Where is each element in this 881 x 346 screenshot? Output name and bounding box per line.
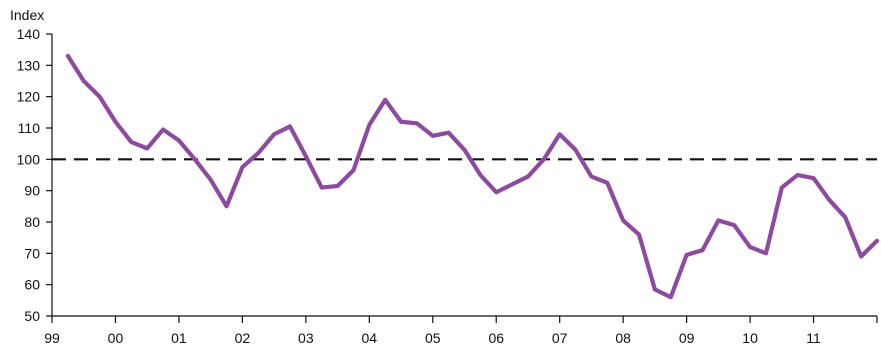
axes-layer [51,34,877,317]
series-layer [65,53,880,300]
y-axis-title: Index [10,7,44,23]
x-tick-label: 07 [552,330,568,346]
x-tick-label: 01 [171,330,187,346]
y-tick-label: 90 [24,183,40,199]
y-tick-label: 50 [24,308,40,324]
series-line-0 [65,53,880,300]
y-tick-label: 110 [18,120,41,136]
x-tick-label: 00 [108,330,124,346]
y-axis: 50 60 70 80 90 100 110 120 130 140 [17,26,52,324]
x-tick-label: 04 [362,330,378,346]
y-tick-label: 70 [24,245,40,261]
y-tick-label: 100 [17,151,41,167]
y-tick-label: 130 [17,57,41,73]
x-tick-label: 09 [679,330,695,346]
y-tick-label: 120 [17,89,41,105]
y-tick-label: 80 [24,214,40,230]
x-axis: 99 00 01 02 03 04 05 06 07 08 09 10 11 [44,316,878,346]
y-tick-label: 60 [24,277,40,293]
x-tick-label: 03 [298,330,314,346]
x-tick-label: 02 [235,330,251,346]
x-tick-label: 08 [615,330,631,346]
x-tick-label: 11 [806,330,821,346]
x-tick-label: 06 [488,330,504,346]
y-tick-label: 140 [17,26,41,42]
x-tick-label: 05 [425,330,441,346]
x-tick-label: 99 [44,330,60,346]
x-tick-label: 10 [742,330,758,346]
